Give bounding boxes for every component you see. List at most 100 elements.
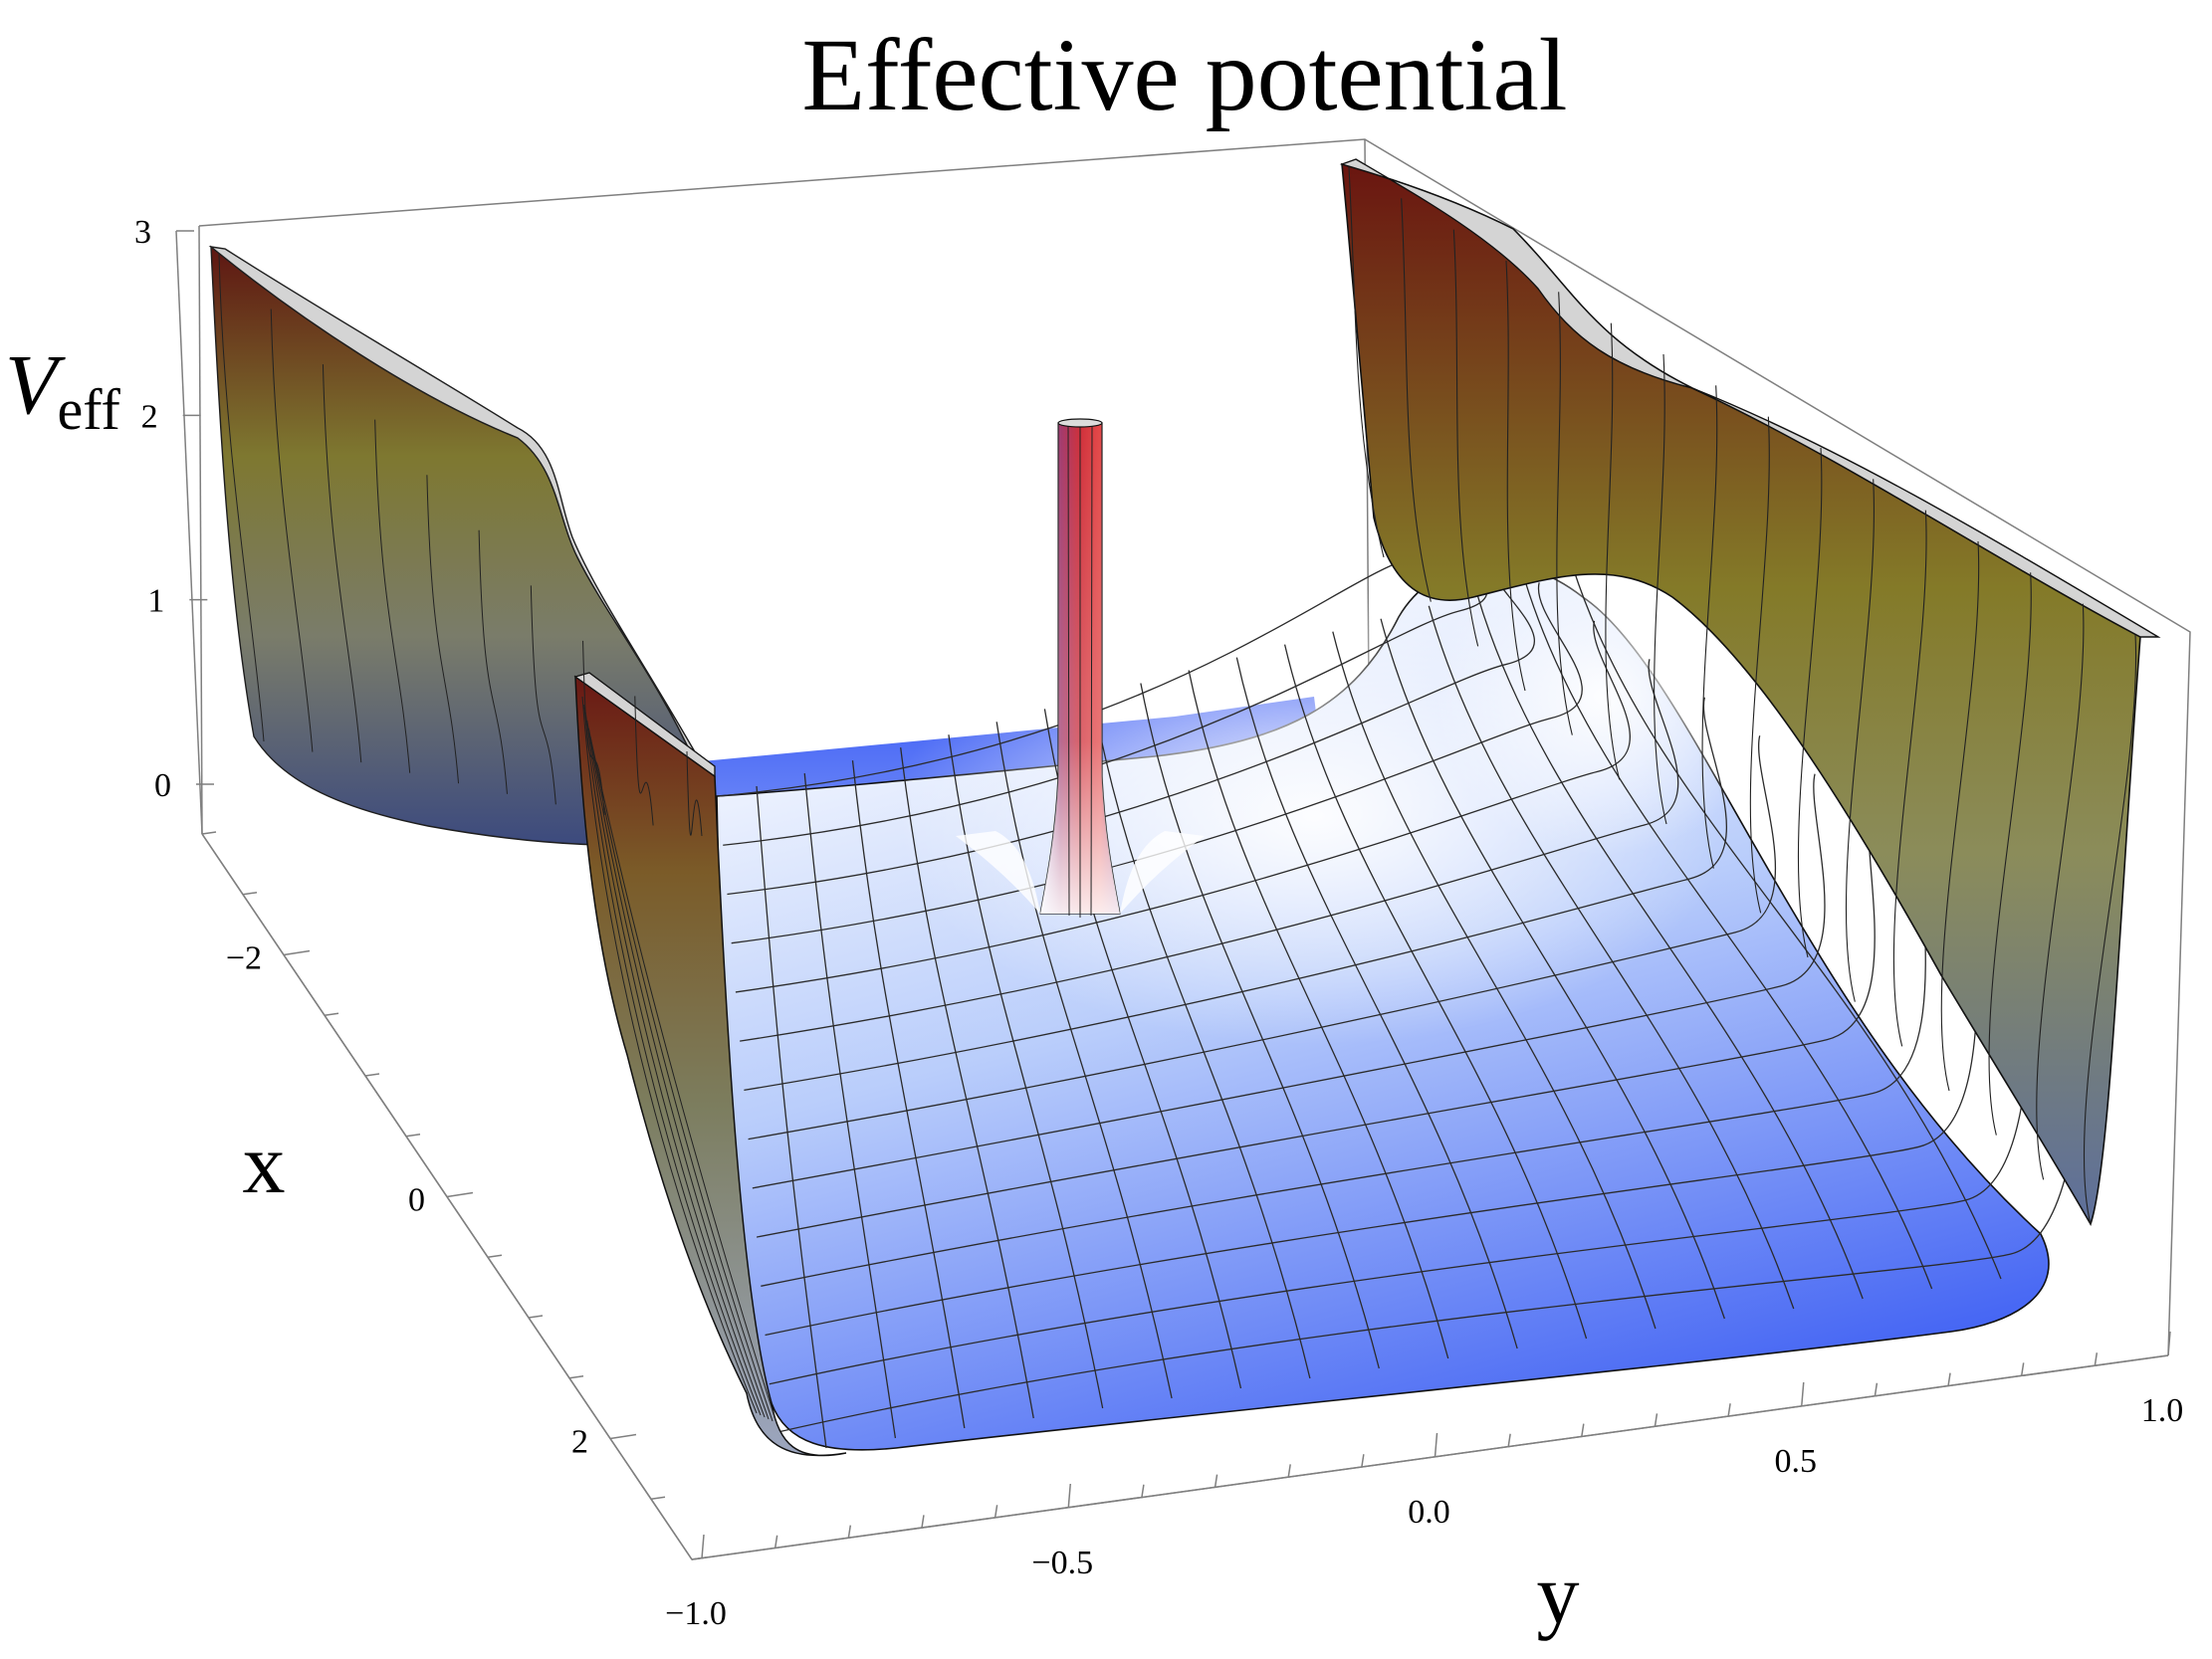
y-tick-label: 0.0 [1408, 1494, 1450, 1531]
y-minor-tick [1214, 1474, 1218, 1488]
y-tick [701, 1534, 705, 1559]
front-wall-mesh-line [586, 720, 770, 1420]
right-wall-mesh-line [1749, 416, 1770, 914]
right-wall-mesh-line [1892, 510, 1927, 1047]
left-wall-grid [218, 253, 777, 1424]
right-wall-mesh-line [1940, 540, 1980, 1092]
x-tick [609, 1433, 637, 1440]
right-wall-grid [1348, 166, 2137, 1225]
right-wall-cap [1339, 158, 2161, 638]
y-axis-label: y [1537, 1546, 1580, 1641]
z-axis-label-sub: eff [58, 377, 121, 442]
floor-mesh-line [851, 760, 966, 1429]
right-wall-mesh-line [2083, 634, 2137, 1225]
floor-mesh-line [1188, 670, 1449, 1359]
floor-mesh-line [1428, 605, 1795, 1310]
left-wall-mesh-line [426, 475, 460, 784]
right-wall-mesh-line [1401, 198, 1432, 602]
floor-mesh-line [761, 850, 1926, 1287]
x-tick-label: −2 [226, 940, 262, 977]
x-minor-tick [650, 1496, 666, 1500]
z-axis-label: Veff [5, 336, 121, 442]
right-wall-mesh-line [1701, 385, 1718, 869]
z-axis-label-main: V [5, 336, 66, 432]
y-tick [1801, 1381, 1805, 1407]
left-wall-mesh-line [218, 253, 265, 742]
chart-title: Effective potential [801, 18, 1567, 132]
floor-mesh-line [740, 659, 1679, 1042]
floor-mesh-line [948, 734, 1104, 1409]
z-tick-labels: 0 1 2 3 [134, 214, 171, 804]
x-minor-tick [691, 1556, 707, 1560]
left-wall-mesh-line [530, 585, 556, 805]
y-minor-tick [1727, 1403, 1731, 1417]
floor-mesh-line [1524, 579, 1933, 1290]
left-wall-mesh-line [686, 750, 703, 837]
y-minor-tick [1947, 1372, 1951, 1386]
left-wall-mesh-line [374, 419, 411, 773]
y-tick [1434, 1432, 1438, 1458]
floor-mesh-line [1332, 631, 1657, 1330]
y-minor-tick [1581, 1423, 1585, 1437]
y-minor-tick [1874, 1382, 1879, 1396]
x-minor-tick [487, 1254, 503, 1258]
x-tick-label: 2 [571, 1424, 588, 1461]
x-tick-labels: −2 0 2 [226, 940, 588, 1461]
y-tick-label: 0.5 [1775, 1443, 1818, 1480]
x-tick [446, 1191, 474, 1198]
right-wall-mesh-line [1988, 572, 2032, 1136]
front-wall-mesh-line [589, 735, 777, 1424]
y-minor-tick [1654, 1413, 1659, 1427]
floor-mesh-line [1235, 657, 1518, 1349]
floor-mesh-line [995, 722, 1173, 1399]
y-tick [1067, 1483, 1071, 1509]
floor-mesh-line [1283, 644, 1588, 1340]
x-tick-label: 0 [408, 1182, 425, 1219]
floor-highlight-2 [1434, 537, 1772, 856]
central-spike [956, 418, 1205, 918]
x-minor-tick [405, 1134, 421, 1138]
right-wall-mesh-line [2036, 603, 2085, 1180]
front-wall-mesh-line [583, 704, 762, 1416]
right-wall-mesh-line [1505, 260, 1526, 692]
floor-mesh-line [727, 543, 1535, 896]
floor-mesh-line [1140, 683, 1380, 1369]
floor-mesh-line [1475, 592, 1864, 1300]
y-minor-tick [774, 1535, 778, 1549]
front-wall [574, 675, 847, 1457]
floor-mesh-line [1092, 696, 1311, 1379]
right-wall-mesh-line [1556, 292, 1573, 735]
y-minor-tick [921, 1515, 925, 1529]
tick-marks [176, 230, 2171, 1560]
left-wall-mesh-line [322, 364, 362, 763]
x-minor-tick [568, 1375, 584, 1379]
left-wall-mesh-line [478, 529, 508, 794]
floor-mesh-line [744, 697, 1728, 1092]
y-minor-tick [847, 1525, 852, 1539]
x-minor-tick [528, 1315, 544, 1319]
right-wall-mesh-line [1605, 322, 1621, 780]
floor-mesh-line [803, 772, 897, 1439]
floor-mesh-line [752, 773, 1826, 1189]
y-tick-label: −0.5 [1031, 1545, 1093, 1581]
z-tick-label: 2 [141, 398, 158, 435]
floor-mesh-line [756, 785, 827, 1449]
x-tick [283, 949, 311, 956]
y-minor-tick [1141, 1484, 1145, 1498]
y-minor-tick [994, 1505, 998, 1519]
x-minor-tick [364, 1073, 380, 1077]
y-minor-tick [1361, 1454, 1365, 1468]
right-wall-mesh-line [1845, 479, 1875, 1002]
x-minor-tick [324, 1012, 339, 1016]
y-tick-labels: −1.0 −0.5 0.0 0.5 1.0 [665, 1392, 2183, 1632]
x-minor-tick [201, 831, 217, 835]
y-minor-tick [2094, 1352, 2099, 1366]
x-minor-tick [242, 892, 258, 896]
front-wall-cap [573, 672, 716, 778]
y-tick [2167, 1331, 2171, 1356]
right-wall-mesh-line [1452, 229, 1479, 647]
y-tick-label: 1.0 [2141, 1392, 2184, 1429]
right-wall-mesh-line [1348, 166, 1385, 558]
left-wall-mesh-line [634, 696, 654, 826]
